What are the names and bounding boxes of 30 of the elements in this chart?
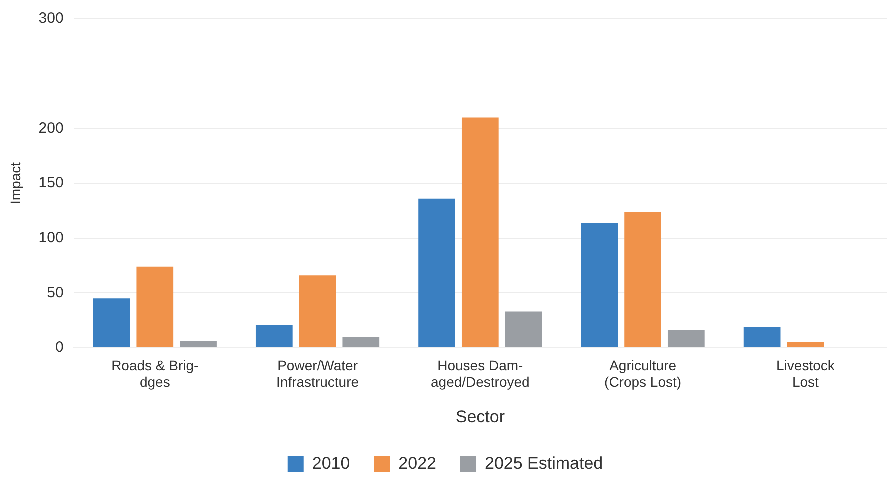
bar (787, 342, 824, 348)
x-tick-label: Livestock Lost (776, 357, 836, 390)
legend-label: 2022 (398, 454, 437, 474)
bar (744, 327, 781, 348)
bar (299, 276, 336, 348)
bar (93, 298, 130, 348)
bar (418, 198, 456, 348)
y-axis-title: Impact (7, 162, 24, 205)
y-tick-label: 50 (47, 284, 64, 302)
x-tick-label: Roads & Brig- dges (112, 357, 200, 390)
y-tick-label: 150 (38, 174, 64, 192)
bar (180, 341, 217, 348)
bar (462, 118, 499, 348)
bar (136, 266, 174, 348)
bar (624, 212, 662, 348)
x-axis-title: Sector (456, 407, 506, 426)
x-tick-label: Power/Water Infrastructure (276, 357, 360, 390)
bar (342, 337, 380, 348)
x-tick-label: Agriculture (Crops Lost) (604, 357, 682, 390)
y-tick-label: 0 (55, 339, 64, 356)
bar (256, 324, 293, 348)
x-tick-label: Houses Dam- aged/Destroyed (430, 357, 530, 390)
y-tick-label: 200 (38, 120, 64, 137)
legend-label: 2010 (312, 454, 350, 474)
bar (668, 330, 705, 348)
bar (581, 222, 618, 348)
y-tick-label: 100 (38, 229, 64, 246)
bar (505, 312, 542, 348)
y-tick-label: 300 (38, 10, 64, 28)
legend-label: 2025 Estimated (485, 454, 604, 474)
